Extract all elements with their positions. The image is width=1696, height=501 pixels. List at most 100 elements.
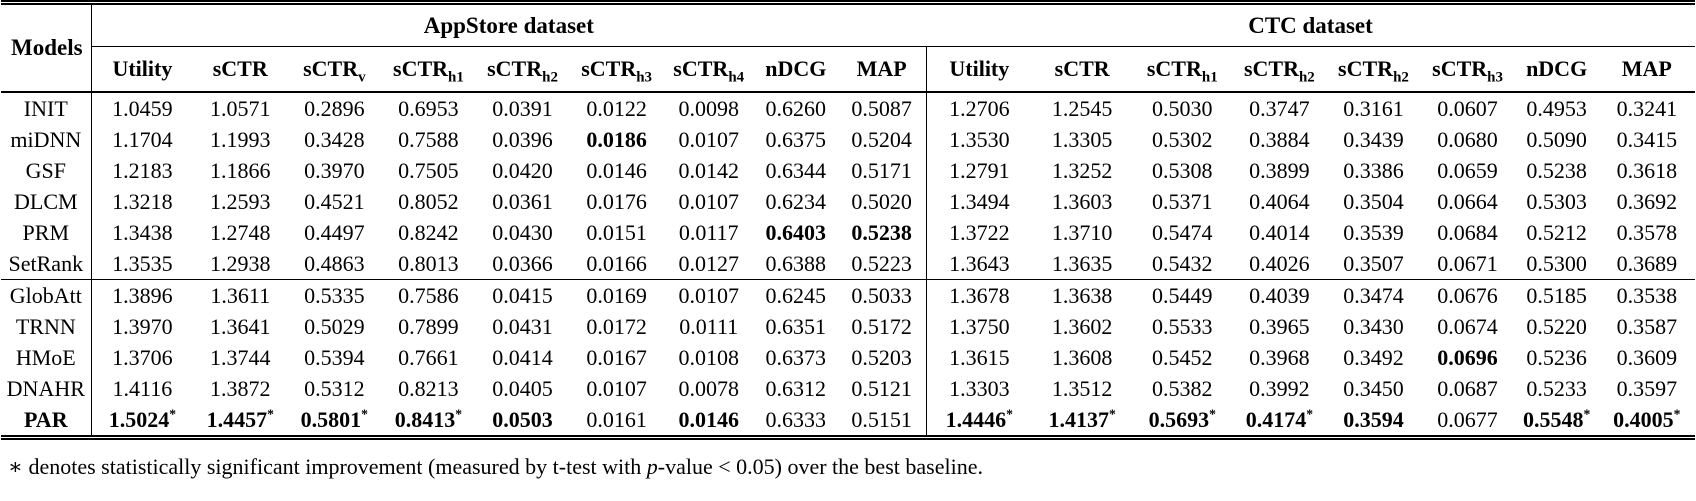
metric-value: 0.7899 (398, 313, 459, 339)
metric-value: 0.3538 (1598, 279, 1695, 311)
significance-star: * (455, 406, 463, 422)
metric-value: 0.0186 (586, 126, 647, 152)
metric-value: 0.3428 (304, 126, 365, 152)
metric-value: 0.0696 (1437, 344, 1498, 370)
metric-value: 1.3678 (925, 279, 1033, 311)
significance-star: * (361, 406, 368, 422)
metric-value: 1.0459 (112, 95, 173, 121)
metric-value: 0.5693* (1148, 406, 1216, 432)
column-header: sCTRh4 (663, 46, 754, 93)
metric-value: 0.6403 (765, 219, 827, 245)
metric-header-row: Utility sCTR sCTRv sCTRh1 sCTRh2 sCTRh3 sCTRh4… (1, 46, 1695, 93)
column-header: MAP (1598, 46, 1695, 93)
metric-value: 0.0674 (1437, 313, 1498, 339)
metric-value: 1.3218 (112, 188, 173, 214)
metric-value: 0.5087 (851, 95, 912, 121)
metric-value: 0.5474 (1152, 219, 1213, 245)
model-name: GSF (1, 155, 92, 186)
metric-value: 0.3747 (1249, 95, 1310, 121)
metric-value: 1.4116 (112, 375, 173, 401)
metric-value: 0.3594 (1343, 406, 1404, 432)
metric-value: 0.3992 (1249, 375, 1310, 401)
metric-value: 0.5171 (851, 157, 912, 183)
metric-value: 1.2938 (209, 250, 271, 276)
metric-value: 0.8013 (398, 250, 459, 276)
metric-value: 0.4953 (1526, 95, 1587, 121)
metric-value: 0.6344 (765, 157, 827, 183)
metric-value: 0.0166 (586, 250, 647, 276)
metric-value: 0.5151 (851, 406, 912, 432)
metric-value: 0.4005* (1613, 406, 1681, 432)
metric-value: 1.3744 (209, 344, 271, 370)
metric-value: 0.3504 (1343, 188, 1404, 214)
metric-value: 1.4457* (206, 406, 274, 432)
metric-value: 0.5432 (1152, 250, 1213, 276)
metric-value: 0.0172 (586, 313, 647, 339)
metric-value: 0.6312 (765, 375, 827, 401)
metric-value: 0.5172 (851, 313, 912, 339)
footnote-suffix: -value < 0.05) over the best baseline. (657, 454, 983, 479)
metric-value: 0.6373 (765, 344, 827, 370)
metric-value: 0.5236 (1526, 344, 1587, 370)
metric-value: 1.3602 (1051, 313, 1113, 339)
metric-value: 0.5312 (304, 375, 365, 401)
metric-value: 0.3161 (1343, 95, 1404, 121)
metric-value: 1.1704 (112, 126, 173, 152)
metric-value: 0.5302 (1152, 126, 1213, 152)
metric-value: 0.0176 (586, 188, 647, 214)
metric-value: 0.0391 (492, 95, 553, 121)
metric-value: 0.2896 (304, 95, 365, 121)
metric-value: 0.5233 (1526, 375, 1587, 401)
table-row: PAR 1.5024* 1.4457* 0.5801* 0.8413* 0.0503 0.0… (1, 404, 1695, 438)
metric-value: 0.5801* (300, 406, 368, 432)
metric-value: 0.0607 (1437, 95, 1498, 121)
table-body: INIT 1.0459 1.0571 0.2896 0.6953 0.0391 0.0122… (1, 92, 1695, 438)
metric-value: 0.5204 (851, 126, 912, 152)
metric-value: 0.0108 (678, 344, 739, 370)
column-header: sCTRh1 (381, 46, 476, 93)
model-name: SetRank (1, 248, 92, 280)
metric-value: 0.6260 (765, 95, 827, 121)
column-header: Utility (925, 46, 1033, 93)
metric-value: 1.1993 (209, 126, 271, 152)
column-header: sCTRh2 (1232, 46, 1327, 93)
metric-value: 0.0151 (586, 219, 647, 245)
metric-value: 1.3872 (209, 375, 271, 401)
metric-value: 0.3241 (1616, 95, 1678, 121)
metric-value: 0.6953 (398, 95, 459, 121)
metric-value: 0.5300 (1526, 250, 1587, 276)
model-name: DLCM (1, 186, 92, 217)
metric-value: 1.4446* (925, 404, 1033, 438)
metric-value: 0.8242 (398, 219, 459, 245)
metric-value: 1.1866 (209, 157, 271, 183)
metric-value: 0.0107 (678, 188, 739, 214)
metric-value: 0.4497 (304, 219, 365, 245)
dataset-header-row: Models AppStore dataset CTC dataset (1, 2, 1695, 93)
metric-value: 1.3643 (925, 248, 1033, 280)
metric-value: 0.3884 (1249, 126, 1310, 152)
metric-value: 0.3609 (1616, 344, 1678, 370)
metric-value: 0.0414 (492, 344, 553, 370)
metric-value: 0.0161 (586, 406, 647, 432)
metric-value: 0.3415 (1616, 126, 1678, 152)
column-header: sCTRv (287, 46, 382, 93)
metric-value: 0.3692 (1616, 188, 1678, 214)
metric-value: 0.0676 (1420, 279, 1515, 311)
metric-value: 1.3706 (112, 344, 173, 370)
metric-value: 1.3722 (925, 217, 1033, 248)
metric-value: 1.3611 (193, 279, 288, 311)
metric-value: 0.5548* (1522, 406, 1591, 432)
metric-value: 0.0687 (1437, 375, 1498, 401)
metric-value: 0.6375 (765, 126, 827, 152)
table-row: DLCM 1.3218 1.2593 0.4521 0.8052 0.0361 0.0176… (1, 186, 1695, 217)
metric-value: 0.5308 (1152, 157, 1213, 183)
metric-value: 1.3896 (91, 279, 194, 311)
metric-value: 1.2748 (209, 219, 271, 245)
metric-value: 0.3439 (1343, 126, 1404, 152)
table-row: DNAHR 1.4116 1.3872 0.5312 0.8213 0.0405 0.010… (1, 373, 1695, 404)
significance-star: * (1306, 406, 1314, 422)
metric-value: 0.3430 (1343, 313, 1404, 339)
metric-value: 0.5212 (1526, 219, 1587, 245)
metric-value: 0.3492 (1343, 344, 1404, 370)
